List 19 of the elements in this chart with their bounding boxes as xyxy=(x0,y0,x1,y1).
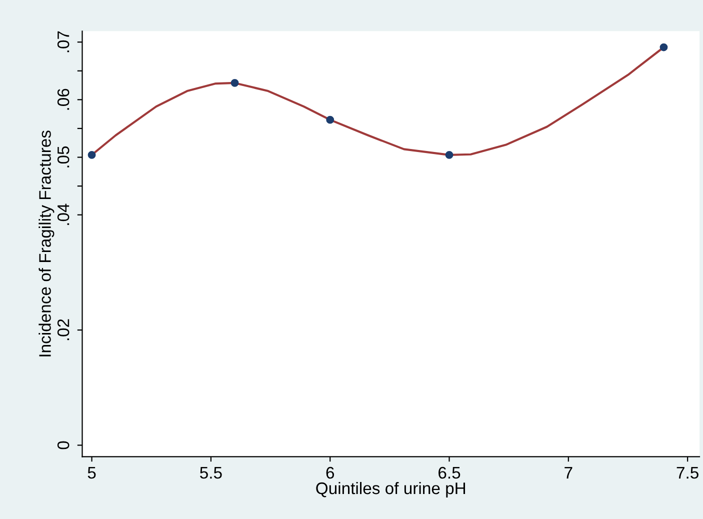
x-axis-title: Quintiles of urine pH xyxy=(316,482,466,498)
y-tick-label: .02 xyxy=(57,319,70,340)
y-axis-title: Incidence of Fragility Fractures xyxy=(38,130,54,356)
y-tick-label: .07 xyxy=(57,31,70,52)
x-tick-label: 7 xyxy=(564,467,572,479)
y-tick-label: .06 xyxy=(57,88,70,110)
x-tick-label: 5 xyxy=(88,467,96,479)
y-tick-label: 0 xyxy=(57,441,70,450)
y-tick-label: .05 xyxy=(57,146,70,168)
x-tick-label: 6.5 xyxy=(438,466,460,479)
x-tick-label: 5.5 xyxy=(200,467,222,479)
x-tick-label: 6 xyxy=(326,466,334,479)
x-tick-label: 7.5 xyxy=(676,467,698,479)
point xyxy=(660,43,668,52)
y-tick-label: .04 xyxy=(57,204,70,225)
point xyxy=(445,151,454,159)
point xyxy=(230,79,239,87)
point xyxy=(88,151,96,159)
point xyxy=(326,116,334,124)
